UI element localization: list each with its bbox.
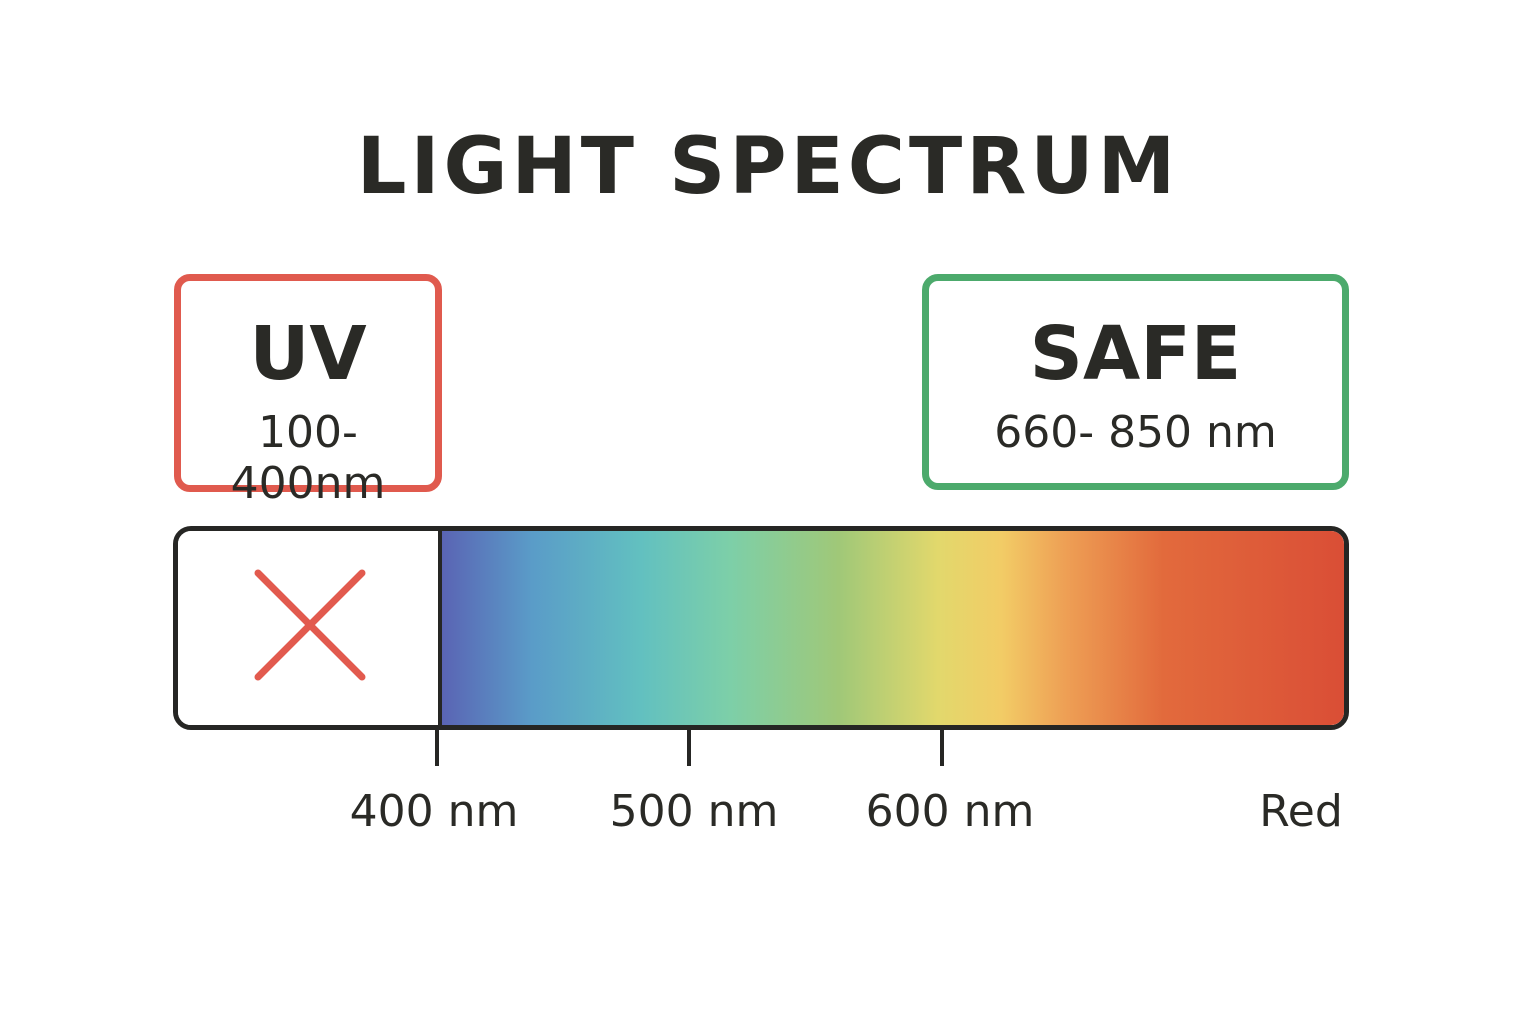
diagram-title: LIGHT SPECTRUM — [356, 122, 1180, 212]
uv-range: 100-400nm — [230, 407, 386, 509]
uv-box: UV 100-400nm — [174, 274, 442, 509]
safe-box: SAFE 660- 850 nm — [922, 274, 1349, 490]
tick-label-600: 600 nm — [865, 786, 1035, 837]
end-label-red: Red — [1259, 786, 1343, 837]
tick-label-500: 500 nm — [609, 786, 779, 837]
tick-label-400: 400 nm — [349, 786, 519, 837]
uv-excluded-zone — [178, 531, 442, 725]
spectrum-bar — [173, 526, 1349, 730]
safe-range: 660- 850 nm — [994, 407, 1277, 458]
tick-500 — [687, 728, 691, 766]
x-mark-icon — [254, 569, 366, 681]
tick-600 — [940, 728, 944, 766]
safe-label: SAFE — [1029, 311, 1242, 397]
uv-label: UV — [249, 311, 367, 397]
tick-400 — [435, 728, 439, 766]
visible-spectrum-gradient — [442, 531, 1344, 725]
